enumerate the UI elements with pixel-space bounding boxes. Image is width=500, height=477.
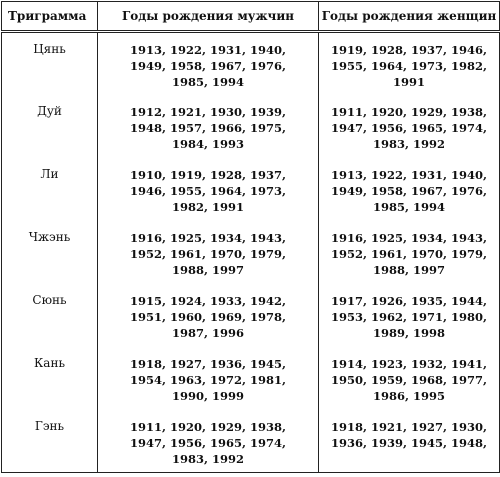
year-line: 1915, 1924, 1933, 1942, [129, 293, 287, 308]
year-line: 1950, 1959, 1968, 1977, [330, 372, 488, 387]
women-years-cell: 1916, 1925, 1934, 1943, 1952, 1961, 1970,… [318, 220, 500, 284]
year-line: 1916, 1925, 1934, 1943, [129, 230, 287, 245]
header-cell: Годы рождения мужчин [97, 1, 319, 33]
year-line: 1983, 1992 [171, 451, 245, 466]
year-line: 1952, 1961, 1970, 1979, [330, 246, 488, 261]
table-row: Сюнь 1915, 1924, 1933, 1942, 1951, 1960, 1… [1, 283, 500, 347]
year-line: 1946, 1955, 1964, 1973, [129, 183, 287, 198]
trigram-name: Дуй [1, 94, 98, 158]
year-line: 1987, 1996 [171, 325, 245, 340]
year-line: 1953, 1962, 1971, 1980, [330, 309, 488, 324]
year-line: 1910, 1919, 1928, 1937, [129, 167, 287, 182]
trigram-name: Ли [1, 157, 98, 221]
year-line: 1919, 1928, 1937, 1946, [330, 43, 488, 57]
table-header: Триграмма Годы рождения мужчин Годы рожд… [1, 1, 500, 33]
year-line: 1951, 1960, 1969, 1978, [129, 309, 287, 324]
year-line: 1947, 1956, 1965, 1974, [129, 435, 287, 450]
women-years-cell: 1919, 1928, 1937, 1946, 1955, 1964, 1973,… [318, 31, 500, 95]
women-years-cell: 1914, 1923, 1932, 1941, 1950, 1959, 1968,… [318, 346, 500, 410]
year-line: 1948, 1957, 1966, 1975, [129, 120, 287, 135]
year-line: 1949, 1958, 1967, 1976, [330, 183, 488, 198]
year-line: 1989, 1998 [372, 325, 446, 340]
table-row: Гэнь 1911, 1920, 1929, 1938, 1947, 1956, 1… [1, 409, 500, 473]
year-line: 1986, 1995 [372, 388, 446, 403]
year-line: 1988, 1997 [372, 262, 446, 277]
trigram-name: Сюнь [1, 283, 98, 347]
women-years-cell: 1911, 1920, 1929, 1938, 1947, 1956, 1965,… [318, 94, 500, 158]
year-line: 1914, 1923, 1932, 1941, [330, 356, 488, 371]
year-line: 1984, 1993 [171, 136, 245, 151]
year-line: 1983, 1992 [372, 136, 446, 151]
year-line: 1913, 1922, 1931, 1940, [129, 43, 287, 57]
women-years-cell: 1918, 1921, 1927, 1930, 1936, 1939, 1945,… [318, 409, 500, 473]
year-line: 1947, 1956, 1965, 1974, [330, 120, 488, 135]
year-line: 1991 [392, 75, 425, 89]
year-line: 1990, 1999 [171, 388, 245, 403]
table-row: Цянь 1913, 1922, 1931, 1940, 1949, 1958, 1… [1, 31, 500, 95]
year-line: 1954, 1963, 1972, 1981, [129, 372, 287, 387]
women-years-cell: 1917, 1926, 1935, 1944, 1953, 1962, 1971,… [318, 283, 500, 347]
year-line: 1985, 1994 [171, 75, 245, 89]
men-years-cell: 1913, 1922, 1931, 1940, 1949, 1958, 1967,… [97, 31, 319, 95]
table-body: Цянь 1913, 1922, 1931, 1940, 1949, 1958, 1… [1, 31, 500, 473]
table-row: Чжэнь 1916, 1925, 1934, 1943, 1952, 1961, … [1, 220, 500, 284]
year-line: 1918, 1927, 1936, 1945, [129, 356, 287, 371]
year-line: 1918, 1921, 1927, 1930, [330, 419, 488, 434]
year-line: 1985, 1994 [372, 199, 446, 214]
year-line: 1911, 1920, 1929, 1938, [330, 104, 488, 119]
year-line: 1988, 1997 [171, 262, 245, 277]
header-cell: Годы рождения женщин [318, 1, 500, 33]
men-years-cell: 1911, 1920, 1929, 1938, 1947, 1956, 1965,… [97, 409, 319, 473]
year-line: 1949, 1958, 1967, 1976, [129, 59, 287, 73]
men-years-cell: 1918, 1927, 1936, 1945, 1954, 1963, 1972,… [97, 346, 319, 410]
header-row: Триграмма Годы рождения мужчин Годы рожд… [1, 1, 500, 33]
year-line: 1917, 1926, 1935, 1944, [330, 293, 488, 308]
table-row: Кань 1918, 1927, 1936, 1945, 1954, 1963, 1… [1, 346, 500, 410]
year-line: 1913, 1922, 1931, 1940, [330, 167, 488, 182]
year-line: 1912, 1921, 1930, 1939, [129, 104, 287, 119]
year-line: 1911, 1920, 1929, 1938, [129, 419, 287, 434]
trigram-name: Кань [1, 346, 98, 410]
header-cell: Триграмма [1, 1, 98, 33]
men-years-cell: 1910, 1919, 1928, 1937, 1946, 1955, 1964,… [97, 157, 319, 221]
trigram-name: Чжэнь [1, 220, 98, 284]
year-line: 1955, 1964, 1973, 1982, [330, 59, 488, 73]
men-years-cell: 1916, 1925, 1934, 1943, 1952, 1961, 1970,… [97, 220, 319, 284]
year-line: 1936, 1939, 1945, 1948, [330, 435, 488, 450]
table-row: Дуй 1912, 1921, 1930, 1939, 1948, 1957, 19… [1, 94, 500, 158]
table-row: Ли 1910, 1919, 1928, 1937, 1946, 1955, 196… [1, 157, 500, 221]
year-line: 1916, 1925, 1934, 1943, [330, 230, 488, 245]
men-years-cell: 1915, 1924, 1933, 1942, 1951, 1960, 1969,… [97, 283, 319, 347]
trigram-name: Цянь [1, 31, 98, 95]
year-line: 1952, 1961, 1970, 1979, [129, 246, 287, 261]
women-years-cell: 1913, 1922, 1931, 1940, 1949, 1958, 1967,… [318, 157, 500, 221]
year-line: 1982, 1991 [171, 199, 245, 214]
men-years-cell: 1912, 1921, 1930, 1939, 1948, 1957, 1966,… [97, 94, 319, 158]
trigram-name: Гэнь [1, 409, 98, 473]
